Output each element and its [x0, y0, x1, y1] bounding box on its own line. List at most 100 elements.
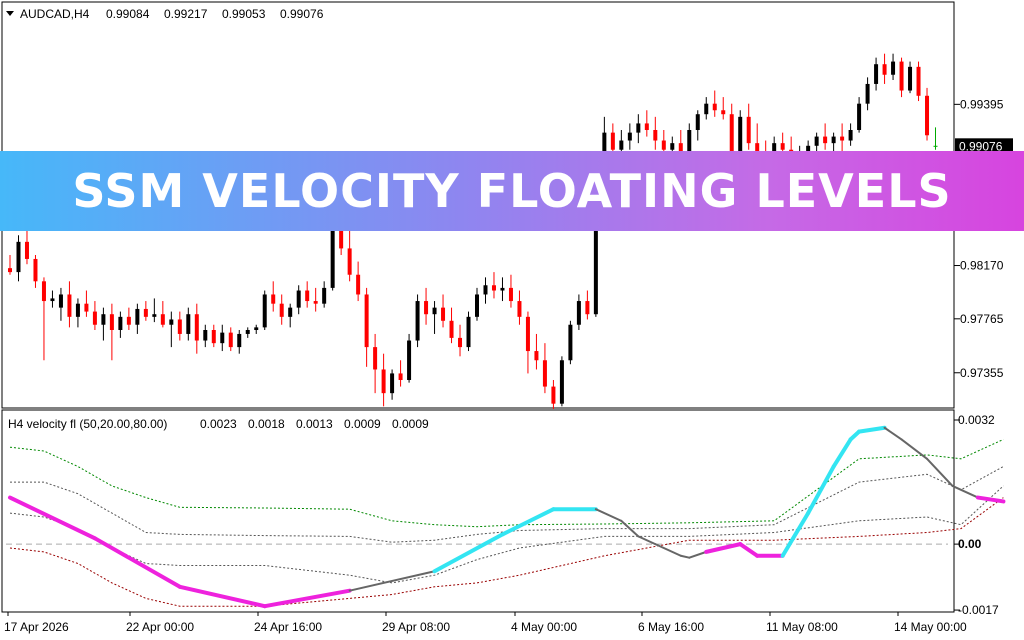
candle-body: [882, 64, 887, 75]
candle: [695, 110, 700, 141]
candle: [143, 301, 148, 321]
candle: [585, 290, 590, 320]
candle: [322, 281, 327, 308]
candle-body: [458, 337, 463, 348]
candle-body: [50, 298, 55, 302]
price-tick-label: 0.99395: [960, 97, 1004, 111]
candle: [458, 324, 463, 357]
candle-body: [925, 95, 930, 136]
candle-body: [899, 61, 904, 91]
candle-body: [576, 301, 581, 325]
velocity-segment-neutral: [620, 519, 640, 538]
candle: [381, 353, 386, 407]
velocity-segment-up: [432, 532, 505, 574]
candle-body: [237, 333, 242, 348]
candle-body: [916, 66, 921, 96]
candle-body: [559, 360, 564, 404]
candle: [746, 103, 751, 150]
candle: [126, 307, 131, 330]
candle-body: [874, 64, 879, 84]
candle-body: [398, 373, 403, 380]
candle-body: [296, 290, 301, 308]
velocity-segment-neutral: [951, 484, 979, 499]
candle-body: [738, 116, 743, 170]
candle-body: [262, 294, 267, 328]
candle: [908, 61, 913, 94]
candle: [347, 228, 352, 282]
time-tick-label: 29 Apr 08:00: [382, 620, 450, 634]
candle: [24, 228, 29, 265]
ohlc-low: 0.99053: [222, 7, 266, 21]
candle: [415, 294, 420, 348]
candle-body: [525, 316, 530, 352]
candle: [84, 290, 89, 317]
candle: [840, 123, 845, 157]
candle: [432, 301, 437, 334]
candle-body: [211, 330, 216, 344]
candle-body: [848, 130, 853, 141]
candle: [152, 298, 157, 323]
candle: [508, 274, 513, 308]
indicator-value-5: 0.0009: [392, 417, 429, 431]
time-axis: 17 Apr 2026 22 Apr 00:00 24 Apr 16:00 29 Ap…: [4, 612, 967, 634]
time-tick-label: 4 May 00:00: [511, 620, 577, 634]
candle-body: [593, 162, 598, 315]
candle: [356, 261, 361, 302]
candle-body: [279, 303, 284, 317]
candle-body: [245, 330, 250, 334]
candle-body: [160, 314, 165, 325]
price-tick-label: 0.97355: [960, 366, 1004, 380]
candle: [865, 77, 870, 111]
candle: [899, 57, 904, 98]
candle-body: [364, 294, 369, 348]
candle-body: [653, 130, 658, 141]
candle-body: [305, 290, 310, 302]
banner-title: SSM VELOCITY FLOATING LEVELS: [72, 164, 952, 218]
candle: [424, 287, 429, 325]
candle-body: [500, 287, 505, 291]
indicator-tick-label: 0.0032: [958, 413, 995, 427]
candle-body: [407, 340, 412, 380]
candle-body: [721, 110, 726, 115]
candle: [118, 311, 123, 338]
velocity-layer: [8, 425, 1006, 609]
candle: [194, 303, 199, 354]
candle: [627, 123, 632, 150]
candle: [288, 303, 293, 328]
candle: [857, 97, 862, 133]
candle: [636, 114, 641, 144]
candle: [500, 277, 505, 302]
candle-body: [373, 347, 378, 370]
candle-body: [118, 316, 123, 330]
candle: [551, 380, 556, 409]
velocity-segment-neutral: [594, 508, 623, 522]
candle-body: [135, 308, 140, 325]
candle: [559, 356, 564, 407]
candle-body: [347, 248, 352, 275]
candle-body: [194, 314, 199, 341]
candle: [653, 116, 658, 150]
candle: [135, 303, 140, 334]
candle: [67, 281, 72, 328]
candle: [407, 333, 412, 383]
candle-body: [814, 136, 819, 146]
indicator-value-4: 0.0009: [344, 417, 381, 431]
indicator-panel: [1, 409, 955, 613]
candle-body: [704, 103, 709, 115]
candle: [576, 294, 581, 330]
candle-body: [491, 285, 496, 291]
candle: [245, 327, 250, 338]
candle-body: [203, 330, 208, 341]
indicator-axis: 0.0032 0.00 -0.0017: [954, 413, 999, 617]
candle: [220, 324, 225, 352]
candle-body: [908, 66, 913, 91]
candle-body: [568, 324, 573, 361]
candle: [925, 87, 930, 141]
candle-body: [755, 143, 760, 154]
candle: [16, 235, 21, 282]
candle-body: [475, 294, 479, 317]
collapse-triangle-icon[interactable]: [6, 11, 14, 16]
velocity-segment-down: [738, 542, 760, 558]
candle: [160, 301, 165, 328]
